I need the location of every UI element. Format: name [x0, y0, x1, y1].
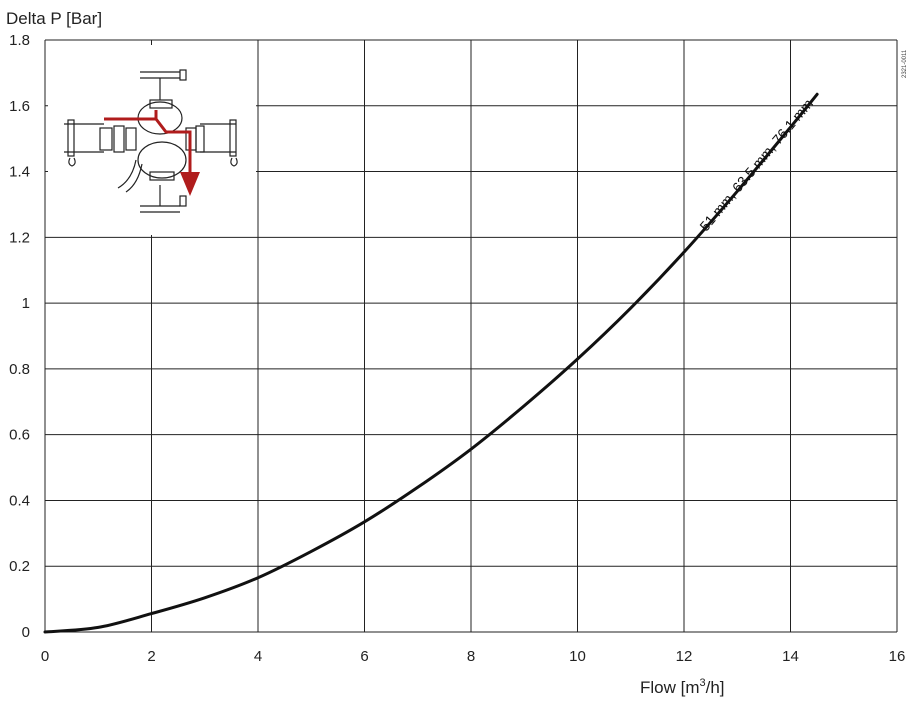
y-tick-label: 1.4 — [9, 164, 30, 181]
x-tick-label: 8 — [467, 648, 475, 665]
x-tick-label: 2 — [147, 648, 155, 665]
y-tick-label: 1.8 — [9, 32, 30, 49]
y-tick-label: 1 — [22, 295, 30, 312]
grid — [44, 39, 898, 633]
y-tick-label: 0 — [22, 624, 30, 641]
y-tick-label: 0.6 — [9, 427, 30, 444]
x-axis-title: Flow [m3/h] — [640, 677, 725, 697]
y-tick-label: 0.2 — [9, 558, 30, 575]
y-tick-label: 1.2 — [9, 229, 30, 246]
y-tick-label: 0.8 — [9, 361, 30, 378]
x-tick-label: 12 — [676, 648, 693, 665]
series-curve — [43, 92, 819, 634]
series-line — [43, 92, 819, 634]
valve-icon — [48, 45, 256, 235]
x-tick-label: 14 — [782, 648, 799, 665]
x-tick-label: 16 — [889, 648, 906, 665]
figure-code: 2321-0011 — [902, 49, 908, 78]
series-label: 51 mm, 63.5 mm, 76.1 mm — [696, 96, 816, 234]
x-tick-label: 6 — [360, 648, 368, 665]
x-tick-label: 4 — [254, 648, 262, 665]
x-tick-label: 0 — [41, 648, 49, 665]
y-tick-label: 0.4 — [9, 492, 30, 509]
y-axis-title: Delta P [Bar] — [6, 9, 102, 28]
x-tick-label: 10 — [569, 648, 586, 665]
y-tick-label: 1.6 — [9, 98, 30, 115]
